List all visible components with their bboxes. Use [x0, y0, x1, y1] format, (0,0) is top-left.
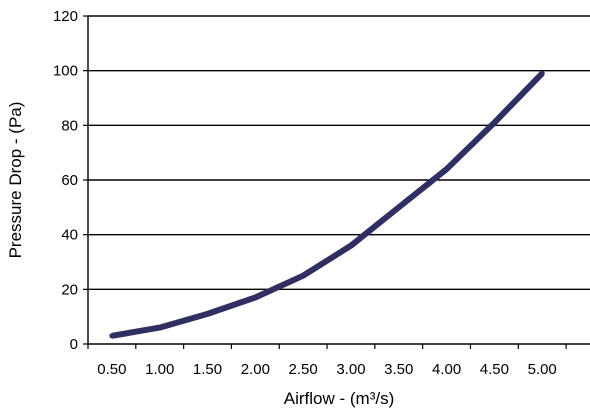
x-tick-label: 2.50	[289, 361, 318, 378]
data-point	[539, 70, 545, 76]
gridlines	[88, 15, 590, 291]
data-point	[157, 325, 163, 331]
data-point	[109, 333, 115, 339]
y-axis-title: Pressure Drop - (Pa)	[6, 102, 25, 259]
x-tick-label: 2.00	[241, 361, 270, 378]
data-point	[348, 243, 354, 249]
data-point	[204, 311, 211, 317]
x-tick-label: 4.00	[432, 361, 461, 378]
data-point	[396, 204, 402, 210]
x-tick-label: 3.00	[336, 361, 365, 378]
data-point	[491, 120, 497, 126]
y-tick-label: 0	[70, 336, 78, 353]
tick-labels: 0 20 40 60 80 100 120 0.50 1.00 1.50 2.00 2.50 3.00 3…	[53, 8, 557, 378]
series-line	[111, 71, 545, 339]
x-axis-title: Airflow - (m³/s)	[284, 389, 394, 408]
y-tick-label: 20	[61, 281, 78, 298]
data-point	[252, 294, 258, 301]
series-layer	[109, 70, 545, 339]
data-point	[443, 166, 450, 172]
data-point	[300, 273, 306, 279]
y-tick-label: 80	[61, 117, 78, 134]
x-tick-label: 1.50	[193, 361, 222, 378]
x-tick-label: 4.50	[480, 361, 509, 378]
x-tick-label: 0.50	[97, 361, 126, 378]
y-tick-label: 40	[61, 227, 78, 244]
y-tick-label: 120	[53, 8, 78, 25]
x-tick-label: 3.50	[384, 361, 413, 378]
x-tick-label: 5.00	[528, 361, 557, 378]
x-tick-label: 1.00	[145, 361, 174, 378]
y-tick-label: 100	[53, 63, 78, 80]
axes	[83, 15, 590, 349]
y-tick-label: 60	[61, 172, 78, 189]
